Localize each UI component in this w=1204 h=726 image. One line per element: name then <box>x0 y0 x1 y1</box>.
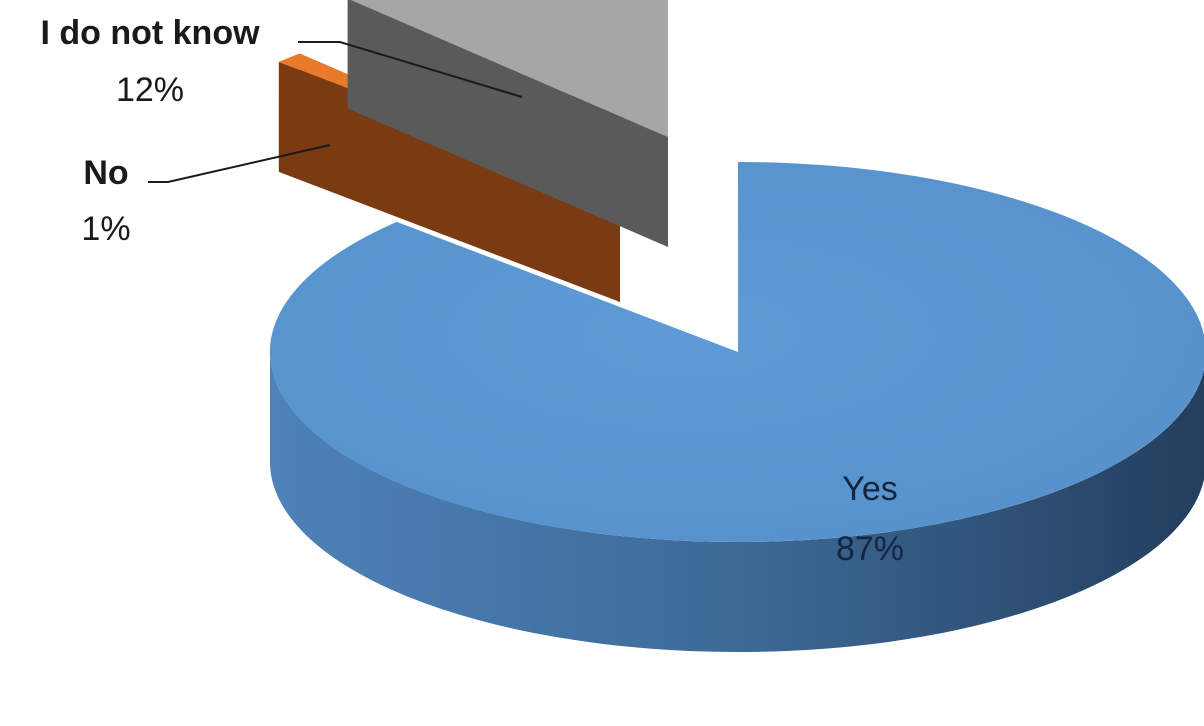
slice-yes-rim <box>270 352 1204 652</box>
slice-i-do-not-know-top <box>351 0 668 137</box>
label-i-do-not-know-name: I do not know <box>40 14 260 52</box>
slice-yes-top <box>269 162 1204 542</box>
leader-line-i-do-not-know <box>298 41 523 98</box>
pie-slice-i-do-not-know <box>347 0 668 247</box>
label-no-percent: 1% <box>81 210 130 248</box>
slice-i-do-not-know-edge <box>347 0 668 247</box>
label-yes-name: Yes <box>842 470 897 508</box>
label-i-do-not-know-percent: 12% <box>116 71 184 109</box>
pie-slice-yes <box>269 162 1204 652</box>
label-yes-percent: 87% <box>836 530 904 568</box>
leader-line-no <box>148 144 331 183</box>
label-no-name: No <box>83 154 128 192</box>
